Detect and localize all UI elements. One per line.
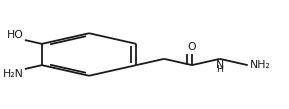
Text: H₂N: H₂N [3,69,24,79]
Text: N: N [216,60,224,70]
Text: H: H [216,65,223,74]
Text: HO: HO [7,30,24,40]
Text: O: O [188,42,196,52]
Text: NH₂: NH₂ [250,60,271,70]
